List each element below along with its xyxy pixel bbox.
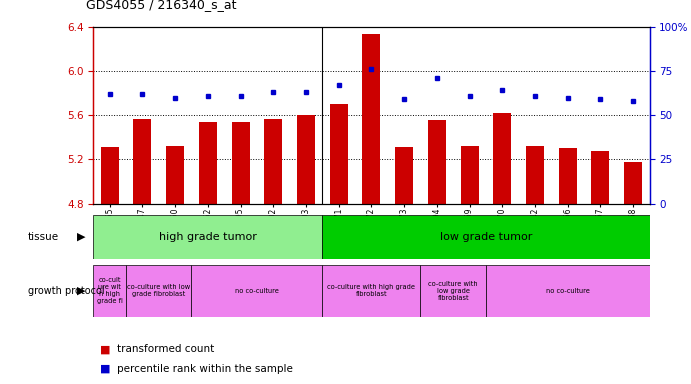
Text: ■: ■: [100, 364, 111, 374]
Text: high grade tumor: high grade tumor: [159, 232, 257, 242]
Bar: [93, 215, 322, 259]
Bar: [591, 151, 609, 204]
Bar: [624, 162, 642, 204]
Text: co-culture with high grade
fibroblast: co-culture with high grade fibroblast: [328, 285, 415, 297]
Bar: [166, 146, 184, 204]
Text: GDS4055 / 216340_s_at: GDS4055 / 216340_s_at: [86, 0, 237, 12]
Bar: [231, 122, 249, 204]
Bar: [322, 265, 421, 317]
Text: co-cult
ure wit
h high
grade fi: co-cult ure wit h high grade fi: [97, 277, 122, 305]
Text: growth protocol: growth protocol: [28, 286, 104, 296]
Text: ▶: ▶: [77, 286, 86, 296]
Bar: [493, 113, 511, 204]
Bar: [486, 265, 650, 317]
Text: low grade tumor: low grade tumor: [439, 232, 532, 242]
Text: ▶: ▶: [77, 232, 86, 242]
Bar: [191, 265, 322, 317]
Text: tissue: tissue: [28, 232, 59, 242]
Text: ■: ■: [100, 344, 111, 354]
Bar: [93, 265, 126, 317]
Text: percentile rank within the sample: percentile rank within the sample: [117, 364, 294, 374]
Bar: [322, 215, 650, 259]
Bar: [559, 148, 577, 204]
Bar: [421, 265, 486, 317]
Text: no co-culture: no co-culture: [546, 288, 589, 294]
Text: co-culture with low
grade fibroblast: co-culture with low grade fibroblast: [127, 285, 190, 297]
Bar: [526, 146, 544, 204]
Bar: [428, 120, 446, 204]
Bar: [297, 115, 315, 204]
Text: co-culture with
low grade
fibroblast: co-culture with low grade fibroblast: [428, 281, 478, 301]
Bar: [126, 265, 191, 317]
Bar: [395, 147, 413, 204]
Text: transformed count: transformed count: [117, 344, 215, 354]
Bar: [101, 147, 119, 204]
Bar: [330, 104, 348, 204]
Bar: [461, 146, 479, 204]
Text: no co-culture: no co-culture: [235, 288, 279, 294]
Bar: [133, 119, 151, 204]
Bar: [199, 122, 217, 204]
Bar: [362, 33, 381, 204]
Bar: [264, 119, 282, 204]
